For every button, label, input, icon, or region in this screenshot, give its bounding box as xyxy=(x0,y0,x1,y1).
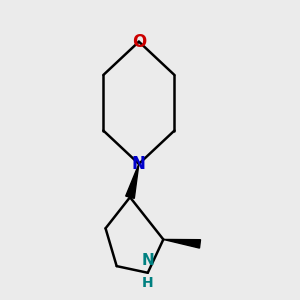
Polygon shape xyxy=(126,164,139,198)
Text: N: N xyxy=(141,253,154,268)
Polygon shape xyxy=(163,239,200,248)
Text: H: H xyxy=(142,276,154,290)
Text: O: O xyxy=(132,33,146,51)
Text: N: N xyxy=(132,155,146,173)
